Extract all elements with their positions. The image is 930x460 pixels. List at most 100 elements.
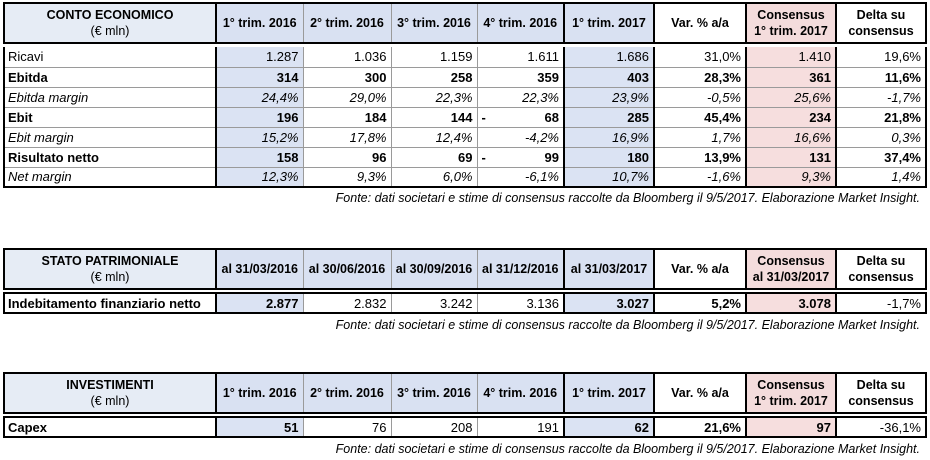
consensus-header: Consensus al 31/03/2017 bbox=[746, 248, 837, 290]
cell: 96 bbox=[302, 147, 391, 168]
delta-header-l1: Delta su bbox=[856, 254, 906, 268]
source-note: Fonte: dati societari e stime di consens… bbox=[335, 442, 920, 456]
table-row: Ricavi 1.287 1.036 1.159 1.611 1.686 31,… bbox=[3, 47, 927, 68]
cell: 3.078 bbox=[746, 292, 837, 314]
col-header: al 31/03/2016 bbox=[215, 248, 303, 290]
cell: 1.036 bbox=[302, 47, 391, 68]
col-header: 1° trim. 2017 bbox=[564, 2, 655, 44]
cell: 6,0% bbox=[390, 167, 477, 188]
col-header: 1° trim. 2017 bbox=[564, 372, 655, 414]
cell: 144 bbox=[390, 107, 477, 128]
cell: 19,6% bbox=[836, 47, 927, 68]
col-header: 3° trim. 2016 bbox=[390, 372, 477, 414]
cell: -4,2% bbox=[476, 127, 565, 148]
unit-text: (€ mln) bbox=[90, 270, 130, 284]
unit-text: (€ mln) bbox=[90, 24, 130, 38]
cell: 25,6% bbox=[746, 87, 837, 108]
cell: 361 bbox=[746, 67, 837, 88]
cell: 23,9% bbox=[564, 87, 655, 108]
cell: 184 bbox=[302, 107, 391, 128]
delta-header-l1: Delta su bbox=[856, 8, 906, 22]
cell: - 68 bbox=[476, 107, 565, 128]
title-text: INVESTIMENTI bbox=[66, 378, 154, 392]
cell: 62 bbox=[564, 416, 655, 438]
cell: 76 bbox=[302, 416, 391, 438]
cell: 22,3% bbox=[476, 87, 565, 108]
cell-value: 68 bbox=[544, 109, 559, 125]
cell: 16,9% bbox=[564, 127, 655, 148]
row-label: Ebit bbox=[3, 107, 217, 128]
title-text: STATO PATRIMONIALE bbox=[41, 254, 179, 268]
cell: 2.832 bbox=[302, 292, 391, 314]
cell: 208 bbox=[390, 416, 477, 438]
cell: 359 bbox=[476, 67, 565, 88]
cell: 10,7% bbox=[564, 167, 655, 188]
cell: 21,8% bbox=[836, 107, 927, 128]
minus-sign: - bbox=[481, 109, 486, 125]
delta-header: Delta su consensus bbox=[836, 2, 927, 44]
delta-header: Delta su consensus bbox=[836, 248, 927, 290]
unit-text: (€ mln) bbox=[90, 394, 130, 408]
cell: 403 bbox=[564, 67, 655, 88]
stato-patrimoniale-table: STATO PATRIMONIALE (€ mln) al 31/03/2016… bbox=[3, 248, 927, 314]
consensus-header-l1: Consensus bbox=[757, 378, 825, 392]
cell: 22,3% bbox=[390, 87, 477, 108]
cell: 1.287 bbox=[216, 47, 303, 68]
cell: 131 bbox=[746, 147, 837, 168]
table-title: CONTO ECONOMICO (€ mln) bbox=[3, 2, 217, 44]
cell: 3.136 bbox=[476, 292, 565, 314]
col-header: 2° trim. 2016 bbox=[302, 2, 391, 44]
cell: -1,6% bbox=[654, 167, 747, 188]
col-header: al 30/09/2016 bbox=[390, 248, 477, 290]
cell: 24,4% bbox=[216, 87, 303, 108]
table-row: Net margin 12,3% 9,3% 6,0% -6,1% 10,7% -… bbox=[3, 167, 927, 188]
cell: -36,1% bbox=[836, 416, 927, 438]
row-label: Ricavi bbox=[3, 47, 217, 68]
cell: 1.159 bbox=[390, 47, 477, 68]
table-row: Indebitamento finanziario netto 2.877 2.… bbox=[3, 292, 927, 314]
cell: 314 bbox=[216, 67, 303, 88]
cell: -1,7% bbox=[836, 292, 927, 314]
col-header: Var. % a/a bbox=[654, 248, 747, 290]
cell: 1.410 bbox=[746, 47, 837, 68]
row-label: Net margin bbox=[3, 167, 217, 188]
row-label: Ebit margin bbox=[3, 127, 217, 148]
cell: 191 bbox=[476, 416, 565, 438]
cell: 3.027 bbox=[564, 292, 655, 314]
cell: 17,8% bbox=[302, 127, 391, 148]
cell: 9,3% bbox=[746, 167, 837, 188]
cell: 285 bbox=[564, 107, 655, 128]
cell: 1.611 bbox=[476, 47, 565, 68]
delta-header: Delta su consensus bbox=[836, 372, 927, 414]
cell: 180 bbox=[564, 147, 655, 168]
table-row: Ebit margin 15,2% 17,8% 12,4% -4,2% 16,9… bbox=[3, 127, 927, 148]
table-header-row: STATO PATRIMONIALE (€ mln) al 31/03/2016… bbox=[3, 248, 927, 290]
row-label: Indebitamento finanziario netto bbox=[3, 292, 217, 314]
cell: 97 bbox=[746, 416, 837, 438]
cell: 51 bbox=[216, 416, 303, 438]
col-header: 4° trim. 2016 bbox=[476, 2, 565, 44]
cell: 1,7% bbox=[654, 127, 747, 148]
cell: 21,6% bbox=[654, 416, 747, 438]
table-row: Capex 51 76 208 191 62 21,6% 97 -36,1% bbox=[3, 416, 927, 438]
cell: -6,1% bbox=[476, 167, 565, 188]
cell: 11,6% bbox=[836, 67, 927, 88]
consensus-header-l1: Consensus bbox=[757, 8, 825, 22]
table-title: STATO PATRIMONIALE (€ mln) bbox=[3, 248, 217, 290]
cell: 45,4% bbox=[654, 107, 747, 128]
cell: 5,2% bbox=[654, 292, 747, 314]
col-header: Var. % a/a bbox=[654, 2, 747, 44]
table-header-row: CONTO ECONOMICO (€ mln) 1° trim. 2016 2°… bbox=[3, 2, 927, 44]
title-text: CONTO ECONOMICO bbox=[46, 8, 174, 22]
col-header: 2° trim. 2016 bbox=[302, 372, 391, 414]
investimenti-table: INVESTIMENTI (€ mln) 1° trim. 2016 2° tr… bbox=[3, 372, 927, 438]
consensus-header: Consensus 1° trim. 2017 bbox=[746, 2, 837, 44]
cell: -0,5% bbox=[654, 87, 747, 108]
cell: 1,4% bbox=[836, 167, 927, 188]
table-row: Ebit 196 184 144 - 68 285 45,4% 234 21,8% bbox=[3, 107, 927, 128]
row-label: Risultato netto bbox=[3, 147, 217, 168]
cell: 3.242 bbox=[390, 292, 477, 314]
cell: 234 bbox=[746, 107, 837, 128]
cell: 158 bbox=[216, 147, 303, 168]
cell: 1.686 bbox=[564, 47, 655, 68]
